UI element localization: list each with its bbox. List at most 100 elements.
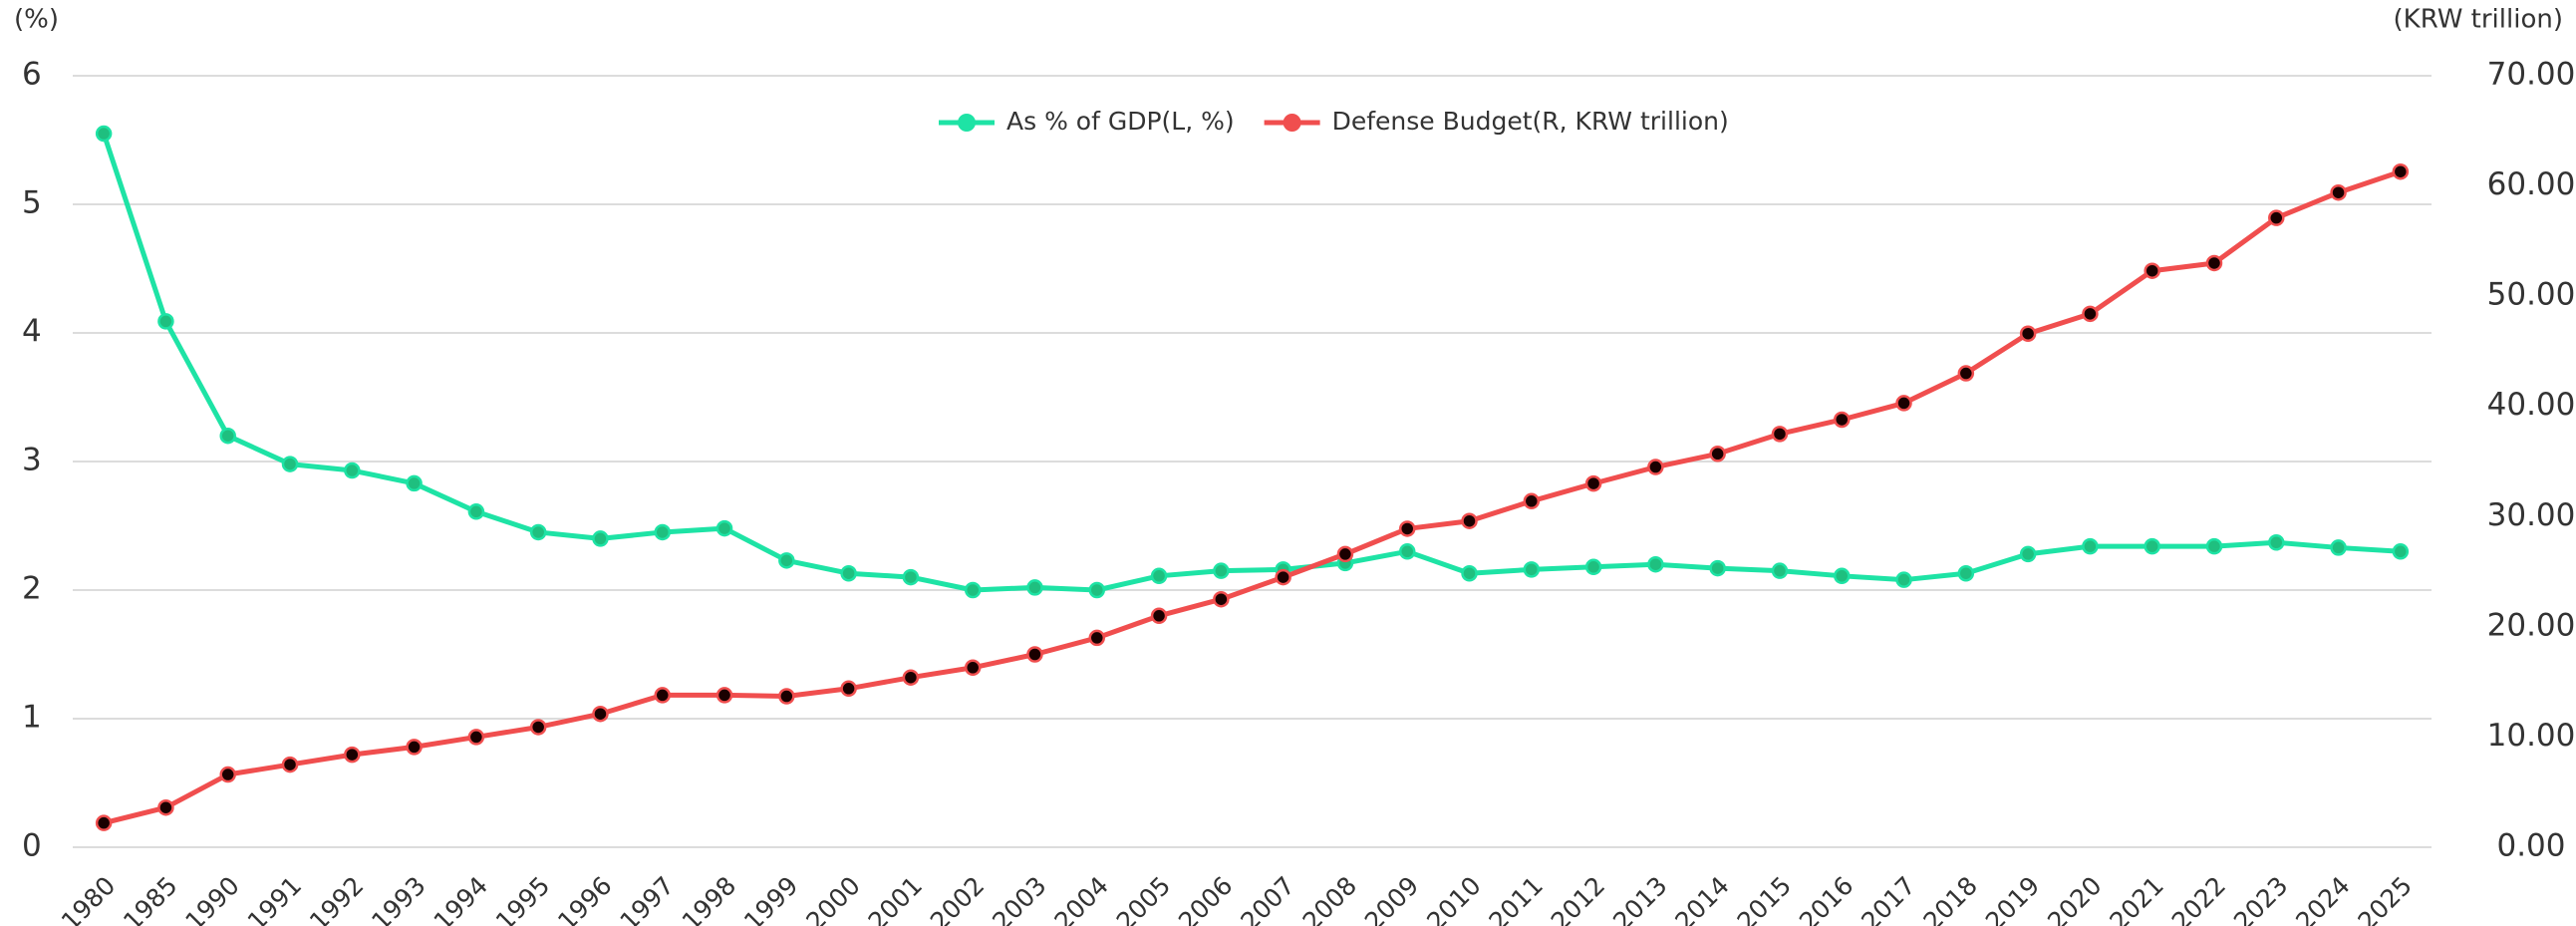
data-point	[95, 814, 113, 831]
y-tick-label: 2	[22, 571, 42, 607]
y-tick-label: 6	[22, 57, 42, 93]
data-point	[654, 523, 671, 541]
data-point	[592, 530, 609, 547]
y2-tick-label: 0.00	[2496, 828, 2565, 864]
data-point	[902, 669, 920, 686]
legend-label: Defense Budget(R, KRW trillion)	[1332, 107, 1729, 136]
y2-tick-label: 50.00	[2487, 277, 2576, 313]
data-point	[1088, 581, 1106, 599]
x-tick-label: 2016	[1794, 871, 1859, 926]
y2-tick-label: 70.00	[2487, 57, 2576, 93]
x-tick-label: 1980	[56, 871, 121, 926]
data-point	[1647, 555, 1664, 573]
data-point	[592, 705, 609, 723]
data-point	[1088, 629, 1106, 647]
data-point	[1213, 590, 1230, 608]
x-tick-label: 2025	[2353, 871, 2418, 926]
x-tick-label: 1994	[429, 871, 493, 926]
x-tick-label: 1985	[118, 871, 182, 926]
x-tick-label: 2018	[1918, 871, 1983, 926]
x-tick-label: 2006	[1173, 871, 1238, 926]
y2-tick-label: 20.00	[2487, 607, 2576, 643]
series-line	[103, 168, 2402, 826]
data-point	[406, 474, 423, 492]
y-tick-label: 3	[22, 443, 42, 478]
data-point	[2330, 183, 2347, 201]
data-point	[2144, 537, 2160, 555]
data-point	[778, 688, 795, 705]
x-tick-label: 1995	[490, 871, 555, 926]
x-tick-label: 2019	[1980, 871, 2045, 926]
x-tick-label: 2023	[2228, 871, 2293, 926]
data-point	[2205, 254, 2223, 272]
y-tick-label: 1	[22, 700, 42, 736]
x-tick-label: 2009	[1359, 871, 1424, 926]
x-tick-label: 1991	[242, 871, 307, 926]
y2-tick-label: 60.00	[2487, 166, 2576, 202]
data-point	[2019, 325, 2037, 342]
data-point	[654, 687, 671, 704]
data-point	[840, 680, 857, 698]
x-tick-label: 2014	[1669, 871, 1734, 926]
legend-marker	[1283, 114, 1301, 132]
y-tick-label: 4	[22, 314, 42, 350]
data-point	[1523, 561, 1541, 578]
data-point	[1709, 446, 1726, 463]
data-point	[1895, 571, 1912, 588]
data-point	[1584, 558, 1602, 576]
x-tick-label: 2003	[987, 871, 1051, 926]
data-point	[1957, 365, 1975, 382]
data-point	[716, 687, 733, 704]
x-tick-label: 1993	[366, 871, 430, 926]
series-line	[101, 133, 2402, 593]
data-point	[2392, 162, 2410, 180]
data-point	[2330, 539, 2347, 556]
data-point	[406, 739, 423, 756]
x-tick-label: 2013	[1607, 871, 1672, 926]
data-point	[1647, 459, 1664, 475]
y-tick-label: 5	[22, 185, 42, 221]
data-point	[902, 568, 920, 586]
data-point	[1523, 492, 1541, 510]
x-tick-label: 2022	[2166, 871, 2231, 926]
data-point	[467, 503, 485, 520]
data-point	[157, 798, 174, 816]
data-point	[964, 659, 982, 677]
data-point	[2082, 537, 2099, 555]
data-point	[1709, 559, 1726, 577]
legend-marker	[958, 114, 976, 132]
data-point	[1771, 562, 1789, 579]
x-tick-label: 2015	[1732, 871, 1797, 926]
data-point	[2019, 545, 2037, 563]
x-tick-label: 2010	[1421, 871, 1486, 926]
data-point	[1026, 579, 1043, 596]
data-point	[344, 746, 361, 764]
data-point	[1026, 646, 1043, 663]
legend-item: Defense Budget(R, KRW trillion)	[1264, 107, 1729, 136]
data-point	[1213, 562, 1230, 579]
x-tick-label: 2000	[800, 871, 865, 926]
data-point	[2082, 305, 2099, 323]
x-tick-label: 1990	[179, 871, 244, 926]
x-tick-label: 1998	[677, 871, 741, 926]
y2-tick-label: 40.00	[2487, 387, 2576, 423]
x-tick-label: 2024	[2290, 871, 2355, 926]
x-tick-label: 2017	[1856, 871, 1920, 926]
legend-label: As % of GDP(L, %)	[1006, 107, 1235, 136]
data-point	[1957, 564, 1975, 582]
data-point	[2205, 537, 2223, 555]
data-point	[2392, 543, 2410, 560]
legend: As % of GDP(L, %) Defense Budget(R, KRW t…	[939, 107, 1729, 136]
y2-axis-title: (KRW trillion)	[2394, 5, 2564, 35]
data-point	[1461, 512, 1478, 529]
x-tick-label: 2007	[1235, 871, 1299, 926]
data-point	[1336, 545, 1354, 563]
data-point	[1398, 543, 1416, 560]
data-point	[2268, 534, 2285, 551]
data-point	[529, 719, 547, 736]
data-point	[1150, 607, 1168, 625]
x-tick-label: 2020	[2042, 871, 2107, 926]
data-point	[716, 519, 733, 537]
x-tick-label: 1999	[738, 871, 803, 926]
